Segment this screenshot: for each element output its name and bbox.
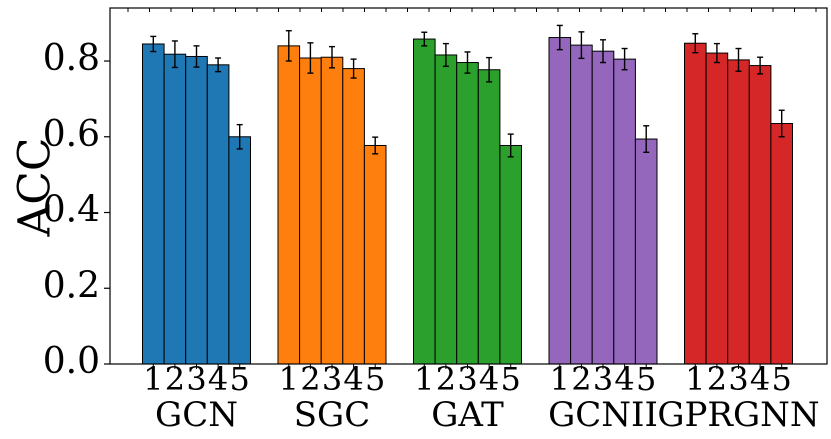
y-tick-label: 0.4 xyxy=(43,190,100,231)
bar-sgc-4 xyxy=(342,68,365,365)
group-label-gat: GAT xyxy=(431,395,504,435)
x-tick-label-gprgnn-1: 1 xyxy=(685,360,705,398)
y-tick-label: 0.0 xyxy=(43,341,100,382)
bar-gcnii-4 xyxy=(613,58,636,365)
x-tick-label-gcnii-5: 5 xyxy=(636,360,656,398)
x-tick-label-sgc-5: 5 xyxy=(365,360,385,398)
x-tick-label-gat-3: 3 xyxy=(457,360,477,398)
x-tick-label-gcn-2: 2 xyxy=(165,360,185,398)
bar-gcn-3 xyxy=(185,55,208,365)
x-tick-label-gprgnn-3: 3 xyxy=(728,360,748,398)
x-tick-label-gcn-4: 4 xyxy=(208,360,228,398)
bar-gcnii-2 xyxy=(570,44,593,365)
x-tick-label-sgc-2: 2 xyxy=(300,360,320,398)
y-axis: 0.0 0.2 0.4 0.6 0.8 xyxy=(43,38,110,382)
bar-gat-3 xyxy=(456,62,479,365)
x-tick-label-sgc-4: 4 xyxy=(343,360,363,398)
x-tick-label-sgc-3: 3 xyxy=(322,360,342,398)
x-tick-label-gat-4: 4 xyxy=(479,360,499,398)
y-tick-label: 0.8 xyxy=(43,38,100,79)
bar-gat-4 xyxy=(477,69,501,365)
bar-sgc-5 xyxy=(363,144,387,365)
error-bars-layer xyxy=(150,24,785,158)
bar-gprgnn-1 xyxy=(684,42,707,365)
x-tick-label-gcnii-1: 1 xyxy=(550,360,570,398)
bar-gcnii-1 xyxy=(548,37,572,365)
bar-gcn-4 xyxy=(206,64,230,365)
bar-gcn-1 xyxy=(142,43,165,365)
y-tick-label: 0.6 xyxy=(43,114,100,155)
x-tick-label-gat-5: 5 xyxy=(501,360,521,398)
group-label-gcn: GCN xyxy=(155,395,238,435)
x-tick-label-gcn-5: 5 xyxy=(230,360,250,398)
bar-gat-1 xyxy=(413,38,436,365)
x-tick-label-gcnii-2: 2 xyxy=(571,360,591,398)
bar-gprgnn-2 xyxy=(705,52,729,365)
y-axis-title: ACC xyxy=(10,137,61,237)
x-tick-label-gat-2: 2 xyxy=(436,360,456,398)
bar-gcn-5 xyxy=(228,136,251,365)
group-label-gprgnn: GPRGNN xyxy=(657,395,819,435)
bars-layer xyxy=(142,37,794,365)
group-label-sgc: SGC xyxy=(294,395,370,435)
x-tick-label-gprgnn-5: 5 xyxy=(772,360,792,398)
bar-gat-2 xyxy=(434,54,458,365)
bar-gprgnn-5 xyxy=(770,123,794,365)
bar-gprgnn-4 xyxy=(748,65,772,365)
bar-sgc-1 xyxy=(277,45,301,365)
group-label-gcnii: GCNII xyxy=(548,395,658,435)
bar-gprgnn-3 xyxy=(727,59,750,365)
x-tick-label-gcn-3: 3 xyxy=(186,360,206,398)
bar-gcnii-5 xyxy=(634,138,658,365)
x-tick-label-gcnii-4: 4 xyxy=(614,360,634,398)
bar-gat-5 xyxy=(499,144,522,365)
x-tick-label-gcn-1: 1 xyxy=(143,360,163,398)
bar-sgc-3 xyxy=(320,56,344,365)
x-tick-label-gat-1: 1 xyxy=(414,360,434,398)
y-tick-label: 0.2 xyxy=(43,265,100,306)
x-tick-label-gcnii-3: 3 xyxy=(593,360,613,398)
x-tick-label-sgc-1: 1 xyxy=(279,360,299,398)
bar-gcn-2 xyxy=(163,53,187,365)
plot-area-frame xyxy=(109,7,828,365)
x-tick-label-gprgnn-4: 4 xyxy=(750,360,770,398)
bar-gcnii-3 xyxy=(591,50,615,365)
x-tick-label-gprgnn-2: 2 xyxy=(707,360,727,398)
bar-sgc-2 xyxy=(299,57,322,365)
